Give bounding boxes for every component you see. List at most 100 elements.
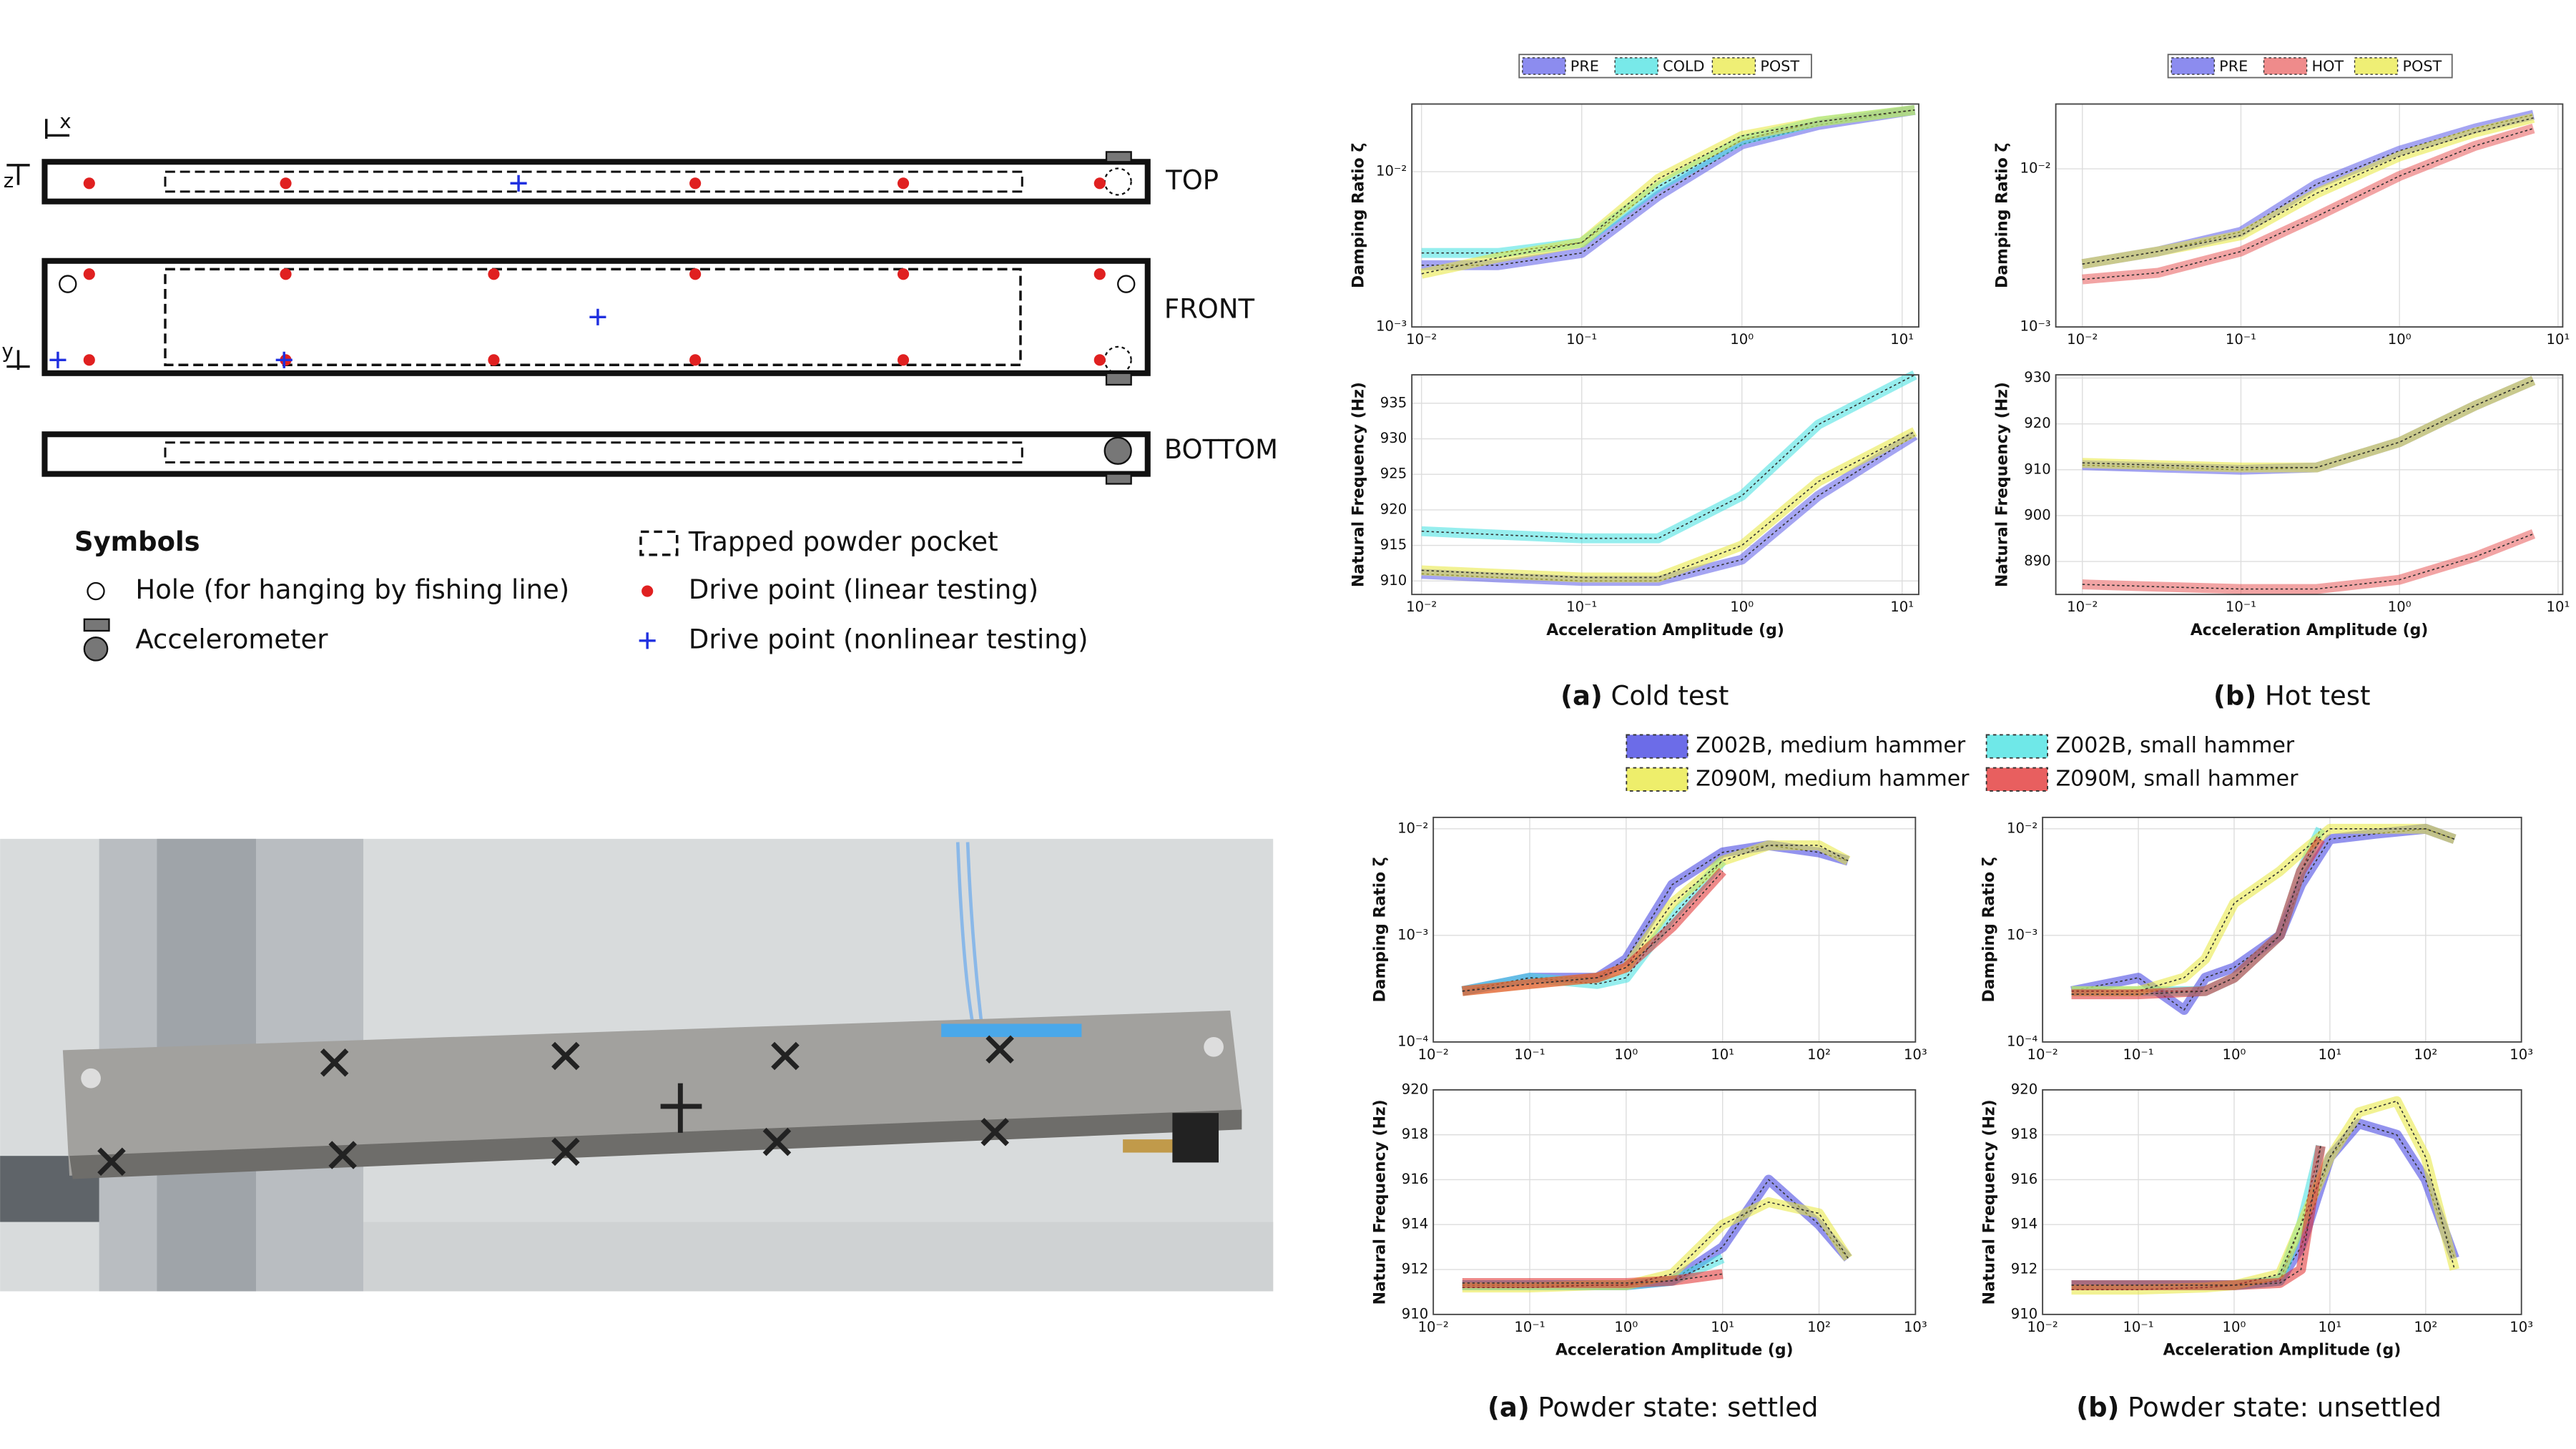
series-line xyxy=(1421,431,1915,579)
series-line xyxy=(2082,127,2534,280)
pocket xyxy=(164,441,1023,463)
x-tick-label: 10⁻² xyxy=(2067,599,2098,615)
plot-area xyxy=(1412,104,1919,328)
caption-text: Cold test xyxy=(1611,680,1729,711)
pocket xyxy=(164,170,1023,193)
legend-title: Symbols xyxy=(74,526,200,557)
y-tick-label: 900 xyxy=(2024,506,2050,523)
caption: (a) Cold test xyxy=(1560,680,1729,711)
legend-text: COLD xyxy=(1663,58,1704,75)
caption-text: Powder state: unsettled xyxy=(2128,1392,2442,1423)
x-tick-label: 10¹ xyxy=(1711,1046,1734,1063)
x-tick-label: 10⁰ xyxy=(2388,331,2412,348)
series-line xyxy=(1462,1273,1723,1284)
series-line xyxy=(1421,109,1915,266)
y-axis-label: Natural Frequency (Hz) xyxy=(1994,382,2012,587)
accelerometer xyxy=(83,618,110,632)
series-line xyxy=(2071,1146,2321,1286)
legend-text: Drive point (linear testing) xyxy=(689,574,1038,605)
y-axis-label: Damping Ratio ζ xyxy=(1371,857,1389,1002)
x-tick-label: 10⁻¹ xyxy=(1566,331,1597,348)
legend-text: Accelerometer xyxy=(135,624,328,654)
axes-frame xyxy=(2055,374,2564,596)
subplot: 10⁻² 10⁻¹ 10⁰ 10¹ 890 900 910 920 930 Natural Fre… xyxy=(1994,369,2570,639)
view-label: FRONT xyxy=(1164,294,1255,325)
view-label: BOTTOM xyxy=(1164,434,1278,465)
legend-text: HOT xyxy=(2311,58,2344,75)
nonlinear-points xyxy=(49,175,656,649)
x-axis-label: Acceleration Amplitude (g) xyxy=(2191,622,2429,639)
caption: (b) Hot test xyxy=(2213,680,2371,711)
caption-label: (a) xyxy=(1488,1392,1530,1423)
y-tick-label: 920 xyxy=(2024,415,2050,431)
axis-label: z xyxy=(4,169,14,192)
y-tick-label: 918 xyxy=(1402,1126,1428,1142)
photo xyxy=(0,838,1274,1292)
legend-text: Z002B, small hammer xyxy=(2056,733,2295,758)
subplot: 10⁻² 10⁻¹ 10⁰ 10¹ 910 915 920 925 930 935 Natural … xyxy=(1350,370,1919,639)
x-tick-label: 10⁰ xyxy=(2223,1319,2246,1335)
y-tick-label: 10⁻³ xyxy=(2020,318,2051,335)
accelerometer xyxy=(1105,372,1132,386)
y-tick-label: 920 xyxy=(1402,1081,1428,1097)
y-tick-label: 935 xyxy=(1380,394,1407,411)
y-tick-label: 10⁻² xyxy=(1376,163,1407,180)
x-axis-label: Acceleration Amplitude (g) xyxy=(1555,1342,1794,1360)
x-tick-label: 10⁰ xyxy=(2388,599,2412,615)
series-band xyxy=(1461,857,1726,996)
drive-points xyxy=(83,177,1106,597)
series-line xyxy=(1421,374,1915,539)
x-tick-label: 10⁻¹ xyxy=(1566,599,1597,615)
x-tick-label: 10⁻² xyxy=(1406,331,1437,348)
y-tick-label: 10⁻² xyxy=(2007,820,2037,836)
x-tick-label: 10⁰ xyxy=(2223,1046,2246,1063)
y-axis-label: Damping Ratio ζ xyxy=(1350,143,1367,288)
y-axis-label: Damping Ratio ζ xyxy=(1980,857,1998,1002)
legend-swatch xyxy=(1985,767,2048,792)
y-tick-label: 914 xyxy=(1402,1216,1428,1232)
y-tick-label: 910 xyxy=(2024,461,2050,477)
coord-axes xyxy=(6,119,70,370)
subplot: 10⁻² 10⁻¹ 10⁰ 10¹ 10² 10³ 910 912 914 916 918 920 Na… xyxy=(1980,1081,2533,1359)
y-tick-label: 910 xyxy=(1380,572,1407,589)
x-tick-label: 10¹ xyxy=(1890,331,1914,348)
axes-frame xyxy=(1432,1089,1917,1315)
view-label: TOP xyxy=(1165,164,1219,195)
x-tick-label: 10² xyxy=(1807,1319,1831,1335)
legend-text: Trapped powder pocket xyxy=(688,526,998,557)
x-tick-label: 10⁰ xyxy=(1730,331,1754,348)
x-tick-label: 10⁰ xyxy=(1614,1319,1638,1335)
y-tick-label: 910 xyxy=(2011,1305,2037,1322)
x-tick-label: 10² xyxy=(1807,1046,1831,1063)
x-tick-label: 10⁻¹ xyxy=(2226,599,2256,615)
x-tick-label: 10² xyxy=(2414,1319,2437,1335)
x-axis-label: Acceleration Amplitude (g) xyxy=(1546,622,1784,639)
accelerometer xyxy=(1103,167,1132,196)
legend-swatch xyxy=(1626,767,1688,792)
legend-swatch xyxy=(1985,734,2048,759)
y-tick-label: 930 xyxy=(1380,430,1407,446)
legend-swatch xyxy=(1711,57,1756,75)
x-tick-label: 10⁻² xyxy=(1418,1046,1449,1063)
x-tick-label: 10³ xyxy=(2509,1319,2533,1335)
axes-frame xyxy=(2042,1089,2522,1315)
x-tick-label: 10¹ xyxy=(2546,331,2570,348)
legend-text: Z090M, medium hammer xyxy=(1696,766,1970,791)
caption-label: (b) xyxy=(2076,1392,2119,1423)
x-tick-label: 10¹ xyxy=(2546,599,2570,615)
hole xyxy=(87,581,105,601)
legend-text: Drive point (nonlinear testing) xyxy=(689,624,1088,654)
x-tick-label: 10⁻² xyxy=(2027,1046,2058,1063)
legend-swatch xyxy=(1522,57,1566,75)
accelerometer xyxy=(1103,345,1132,374)
axes-frame xyxy=(1432,816,1917,1043)
axis-label: x xyxy=(59,109,71,133)
caption: (a) Powder state: settled xyxy=(1488,1392,1818,1423)
legend-frame xyxy=(2167,54,2453,79)
caption: (b) Powder state: unsettled xyxy=(2076,1392,2442,1423)
y-tick-label: 920 xyxy=(2011,1081,2037,1097)
hole xyxy=(59,275,77,293)
x-tick-label: 10³ xyxy=(1904,1046,1927,1063)
series-line xyxy=(2082,379,2534,468)
